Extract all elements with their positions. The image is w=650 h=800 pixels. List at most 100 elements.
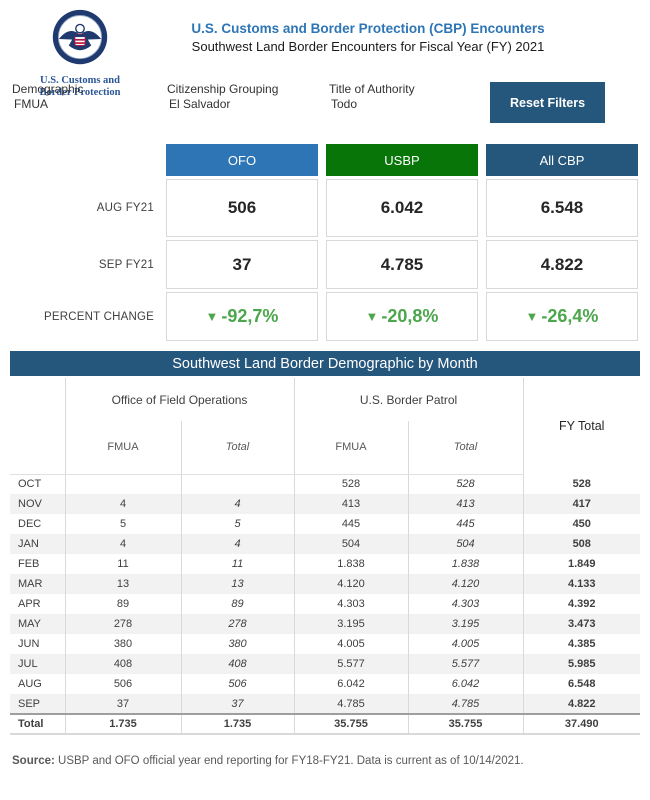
value-allcbp-pct: -26,4% — [541, 306, 599, 326]
table-row[interactable]: DEC 5 5 445 445 450 — [10, 514, 640, 534]
filter-citizenship-value[interactable]: El Salvador — [169, 97, 231, 111]
cell-usbp-fmua: 4.120 — [294, 574, 409, 594]
table-row[interactable]: MAY 278 278 3.195 3.195 3.473 — [10, 614, 640, 634]
cell-ofo-fmua: 4 — [65, 534, 182, 554]
card-allcbp-aug[interactable]: 6.548 — [486, 179, 638, 237]
cell-fy-total: 4.392 — [567, 598, 596, 610]
cell-ofo-total: 506 — [181, 674, 295, 694]
cbp-logo: U.S. Customs and Border Protection — [24, 8, 136, 99]
cell-usbp-total: 445 — [408, 514, 524, 534]
subheader-ofo-total: Total — [181, 421, 295, 475]
cell-ofo-fmua: 11 — [65, 554, 182, 574]
table-total-row[interactable]: Total 1.735 1.735 35.755 35.755 37.490 — [10, 713, 640, 735]
cell-usbp-fmua: 3.195 — [294, 614, 409, 634]
cell-ofo-total: 13 — [181, 574, 295, 594]
cell-ofo-total: 37 — [181, 694, 295, 714]
cell-month: Total — [10, 713, 66, 735]
cell-ofo-total: 5 — [181, 514, 295, 534]
subheader-usbp-fmua: FMUA — [294, 421, 409, 475]
cell-usbp-fmua: 1.838 — [294, 554, 409, 574]
cell-usbp-fmua: 445 — [294, 514, 409, 534]
value-ofo-aug: 506 — [227, 198, 257, 217]
cell-usbp-total: 6.042 — [408, 674, 524, 694]
cell-ofo-fmua: 408 — [65, 654, 182, 674]
column-header-ofo[interactable]: OFO — [166, 144, 318, 176]
row-label-aug-fy21: AUG FY21 — [96, 202, 154, 214]
column-header-fy-total: FY Total — [559, 419, 605, 433]
cell-month: AUG — [10, 674, 66, 694]
column-header-allcbp[interactable]: All CBP — [486, 144, 638, 176]
value-allcbp-aug: 6.548 — [540, 198, 584, 217]
table-row[interactable]: AUG 506 506 6.042 6.042 6.548 — [10, 674, 640, 694]
cell-ofo-total: 11 — [181, 554, 295, 574]
table-row[interactable]: APR 89 89 4.303 4.303 4.392 — [10, 594, 640, 614]
filter-demographic-label: Demographic — [12, 82, 84, 96]
table-row[interactable]: MAR 13 13 4.120 4.120 4.133 — [10, 574, 640, 594]
card-usbp-aug[interactable]: 6.042 — [326, 179, 478, 237]
source-label: Source: — [12, 755, 55, 767]
cell-ofo-fmua: 4 — [65, 494, 182, 514]
card-ofo-pct[interactable]: ▼ -92,7% — [166, 292, 318, 341]
table-row[interactable]: FEB 11 11 1.838 1.838 1.849 — [10, 554, 640, 574]
cell-ofo-fmua: 37 — [65, 694, 182, 714]
card-usbp-pct[interactable]: ▼ -20,8% — [326, 292, 478, 341]
filter-bar: Demographic FMUA Citizenship Grouping El… — [0, 78, 650, 136]
cell-fy-total: 4.822 — [567, 697, 596, 710]
group-header-usbp: U.S. Border Patrol — [294, 378, 524, 421]
trend-down-icon: ▼ — [525, 309, 539, 324]
cell-fy-total: 528 — [572, 478, 591, 490]
table-row[interactable]: JUL 408 408 5.577 5.577 5.985 — [10, 654, 640, 674]
cell-fy-total: 1.849 — [567, 558, 596, 570]
cell-ofo-total: 4 — [181, 494, 295, 514]
cell-fy-total: 6.548 — [567, 678, 596, 690]
cell-fy-total: 5.985 — [567, 658, 596, 670]
table-title-banner: Southwest Land Border Demographic by Mon… — [10, 351, 640, 376]
cell-month: JAN — [10, 534, 66, 554]
cell-ofo-fmua: 380 — [65, 634, 182, 654]
cell-ofo-fmua: 13 — [65, 574, 182, 594]
source-note: Source: USBP and OFO official year end r… — [12, 755, 650, 767]
value-usbp-aug: 6.042 — [380, 198, 424, 217]
card-ofo-aug[interactable]: 506 — [166, 179, 318, 237]
filter-authority-value[interactable]: Todo — [331, 97, 358, 111]
cell-fy-total: 417 — [572, 498, 591, 510]
cell-month: NOV — [10, 494, 66, 514]
table-row[interactable]: SEP 37 37 4.785 4.785 4.822 — [10, 694, 640, 714]
card-allcbp-sep[interactable]: 4.822 — [486, 240, 638, 289]
cbp-seal-icon — [52, 9, 108, 65]
cell-usbp-fmua: 528 — [294, 474, 409, 494]
card-allcbp-pct[interactable]: ▼ -26,4% — [486, 292, 638, 341]
cell-usbp-total: 504 — [408, 534, 524, 554]
filter-title-of-authority[interactable]: Title of Authority Todo — [329, 82, 415, 112]
filter-demographic-value[interactable]: FMUA — [14, 97, 48, 111]
table-row[interactable]: OCT 528 528 528 — [10, 474, 640, 494]
group-header-ofo: Office of Field Operations — [65, 378, 295, 421]
card-ofo-sep[interactable]: 37 — [166, 240, 318, 289]
table-row[interactable]: NOV 4 4 413 413 417 — [10, 494, 640, 514]
page-subtitle: Southwest Land Border Encounters for Fis… — [191, 39, 545, 54]
cell-ofo-total: 1.735 — [181, 713, 295, 735]
cell-month: FEB — [10, 554, 66, 574]
corner-header-cell — [10, 378, 66, 421]
cell-month: DEC — [10, 514, 66, 534]
cell-fy-total: 4.385 — [567, 638, 596, 650]
filter-demographic[interactable]: Demographic FMUA — [12, 82, 83, 112]
cell-usbp-total: 35.755 — [408, 713, 524, 735]
row-label-percent-change: PERCENT CHANGE — [44, 310, 154, 323]
table-row[interactable]: JUN 380 380 4.005 4.005 4.385 — [10, 634, 640, 654]
cell-month: JUL — [10, 654, 66, 674]
column-header-usbp[interactable]: USBP — [326, 144, 478, 176]
table-row[interactable]: JAN 4 4 504 504 508 — [10, 534, 640, 554]
cell-usbp-fmua: 4.005 — [294, 634, 409, 654]
page-header: U.S. Customs and Border Protection U.S. … — [0, 0, 650, 98]
summary-cards: OFO USBP All CBP AUG FY21 506 6.042 6.54… — [10, 144, 638, 341]
card-usbp-sep[interactable]: 4.785 — [326, 240, 478, 289]
value-allcbp-sep: 4.822 — [540, 254, 584, 274]
cell-usbp-total: 3.195 — [408, 614, 524, 634]
filter-citizenship-grouping[interactable]: Citizenship Grouping El Salvador — [167, 82, 278, 112]
cell-fy-total: 450 — [572, 518, 591, 530]
cell-usbp-fmua: 35.755 — [294, 713, 409, 735]
logo-caption-line1: U.S. Customs and — [40, 75, 120, 86]
reset-filters-button[interactable]: Reset Filters — [490, 82, 605, 123]
